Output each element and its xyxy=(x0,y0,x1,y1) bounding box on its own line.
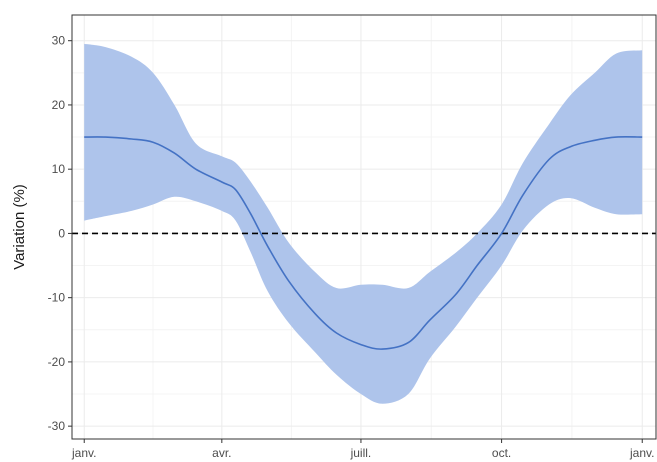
x-axis: janv. avr. juill. oct. janv. xyxy=(71,439,654,460)
x-tick-label: juill. xyxy=(350,446,372,460)
y-tick-label: -30 xyxy=(48,419,66,433)
y-axis-title: Variation (%) xyxy=(11,184,28,270)
y-tick-label: -20 xyxy=(48,355,66,369)
panel-border xyxy=(71,14,657,440)
y-tick-label: 0 xyxy=(58,226,65,240)
y-tick-label: 10 xyxy=(52,162,66,176)
x-tick-label: oct. xyxy=(492,446,511,460)
confidence-band xyxy=(84,43,643,404)
y-tick-label: -10 xyxy=(48,291,66,305)
x-tick-label: janv. xyxy=(71,446,96,460)
series-line xyxy=(84,136,643,350)
x-tick-label: janv. xyxy=(629,446,654,460)
x-tick-label: avr. xyxy=(212,446,231,460)
y-tick-label: 30 xyxy=(52,34,66,48)
y-axis: -30 -20 -10 0 10 20 30 xyxy=(48,34,72,433)
y-tick-label: 20 xyxy=(52,98,66,112)
